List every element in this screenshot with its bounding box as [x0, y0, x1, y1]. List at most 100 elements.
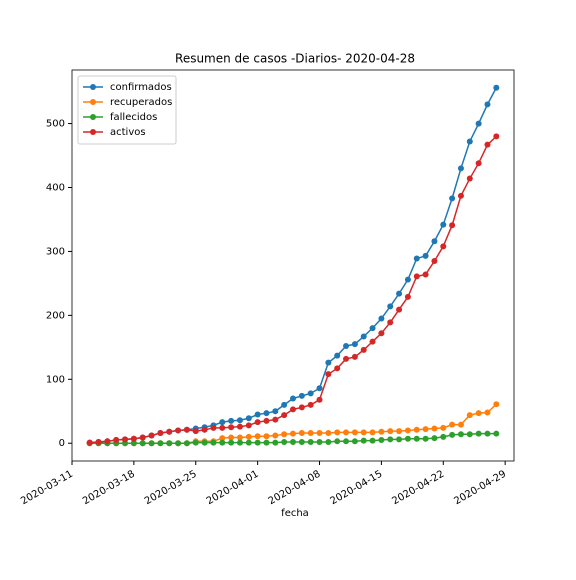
point	[457, 165, 464, 172]
point	[457, 421, 464, 428]
point	[281, 438, 288, 445]
legend-marker	[90, 99, 96, 105]
point	[263, 417, 270, 424]
point	[316, 396, 323, 403]
point	[228, 417, 235, 424]
point	[254, 411, 261, 418]
y-tick-label: 200	[46, 310, 65, 321]
point	[254, 433, 261, 440]
legend-label: confirmados	[110, 82, 172, 93]
point	[236, 417, 243, 424]
point	[493, 430, 500, 437]
point	[307, 390, 314, 397]
point	[431, 435, 438, 442]
point	[449, 421, 456, 428]
point	[290, 438, 296, 445]
point	[484, 430, 491, 437]
legend-box	[77, 75, 177, 145]
point	[281, 431, 288, 438]
point	[157, 429, 164, 436]
point	[210, 424, 217, 431]
point	[166, 440, 173, 447]
point	[396, 428, 403, 435]
point	[201, 439, 208, 446]
point	[475, 120, 482, 127]
point	[245, 415, 252, 422]
point	[219, 439, 226, 446]
point	[378, 428, 385, 435]
point	[130, 435, 137, 442]
point	[493, 401, 500, 408]
point	[351, 429, 358, 436]
point	[139, 440, 146, 447]
point	[157, 440, 164, 447]
point	[272, 416, 279, 423]
point	[413, 426, 420, 433]
point	[360, 437, 367, 444]
point	[493, 133, 500, 140]
point	[369, 338, 376, 345]
y-tick-label: 500	[46, 119, 65, 130]
point	[148, 440, 155, 447]
point	[281, 412, 288, 419]
point	[316, 385, 323, 392]
point	[440, 243, 447, 250]
point	[316, 438, 323, 445]
point	[493, 84, 500, 91]
point	[104, 438, 111, 445]
point	[396, 306, 403, 313]
point	[272, 439, 279, 446]
point	[307, 429, 314, 436]
point	[466, 431, 473, 438]
point	[387, 319, 394, 326]
point	[369, 325, 376, 332]
point	[378, 330, 385, 337]
point	[431, 425, 438, 432]
point	[404, 276, 411, 283]
point	[219, 419, 226, 426]
point	[254, 419, 261, 426]
legend-label: recuperados	[110, 97, 172, 108]
legend: confirmados recuperados fallecidos activos	[77, 75, 177, 145]
point	[466, 412, 473, 419]
point	[404, 435, 411, 442]
point	[413, 435, 420, 442]
point	[228, 434, 235, 441]
point	[148, 432, 155, 439]
legend-marker	[90, 84, 96, 90]
point	[298, 404, 305, 411]
point	[457, 431, 464, 438]
point	[334, 429, 341, 436]
point	[343, 438, 350, 445]
point	[413, 255, 420, 262]
legend-marker	[90, 114, 96, 120]
point	[440, 424, 447, 431]
y-tick-label: 300	[46, 246, 65, 257]
point	[449, 222, 456, 229]
point	[245, 439, 252, 446]
point	[166, 428, 173, 435]
point	[387, 436, 394, 443]
point	[334, 438, 341, 445]
chart-title: Resumen de casos -Diarios- 2020-04-28	[175, 52, 415, 66]
point	[298, 438, 305, 445]
axes-frame	[71, 69, 515, 462]
point	[466, 175, 473, 182]
point	[290, 430, 296, 437]
point	[325, 429, 332, 436]
legend-label: activos	[110, 127, 146, 138]
point	[351, 438, 358, 445]
point	[263, 433, 270, 440]
point	[263, 439, 270, 446]
point	[245, 433, 252, 440]
point	[387, 428, 394, 435]
point	[183, 440, 190, 447]
point	[440, 221, 447, 228]
point	[449, 431, 456, 438]
point	[95, 438, 102, 445]
point	[192, 428, 199, 435]
point	[139, 434, 146, 441]
point	[263, 410, 270, 417]
point	[484, 141, 491, 148]
